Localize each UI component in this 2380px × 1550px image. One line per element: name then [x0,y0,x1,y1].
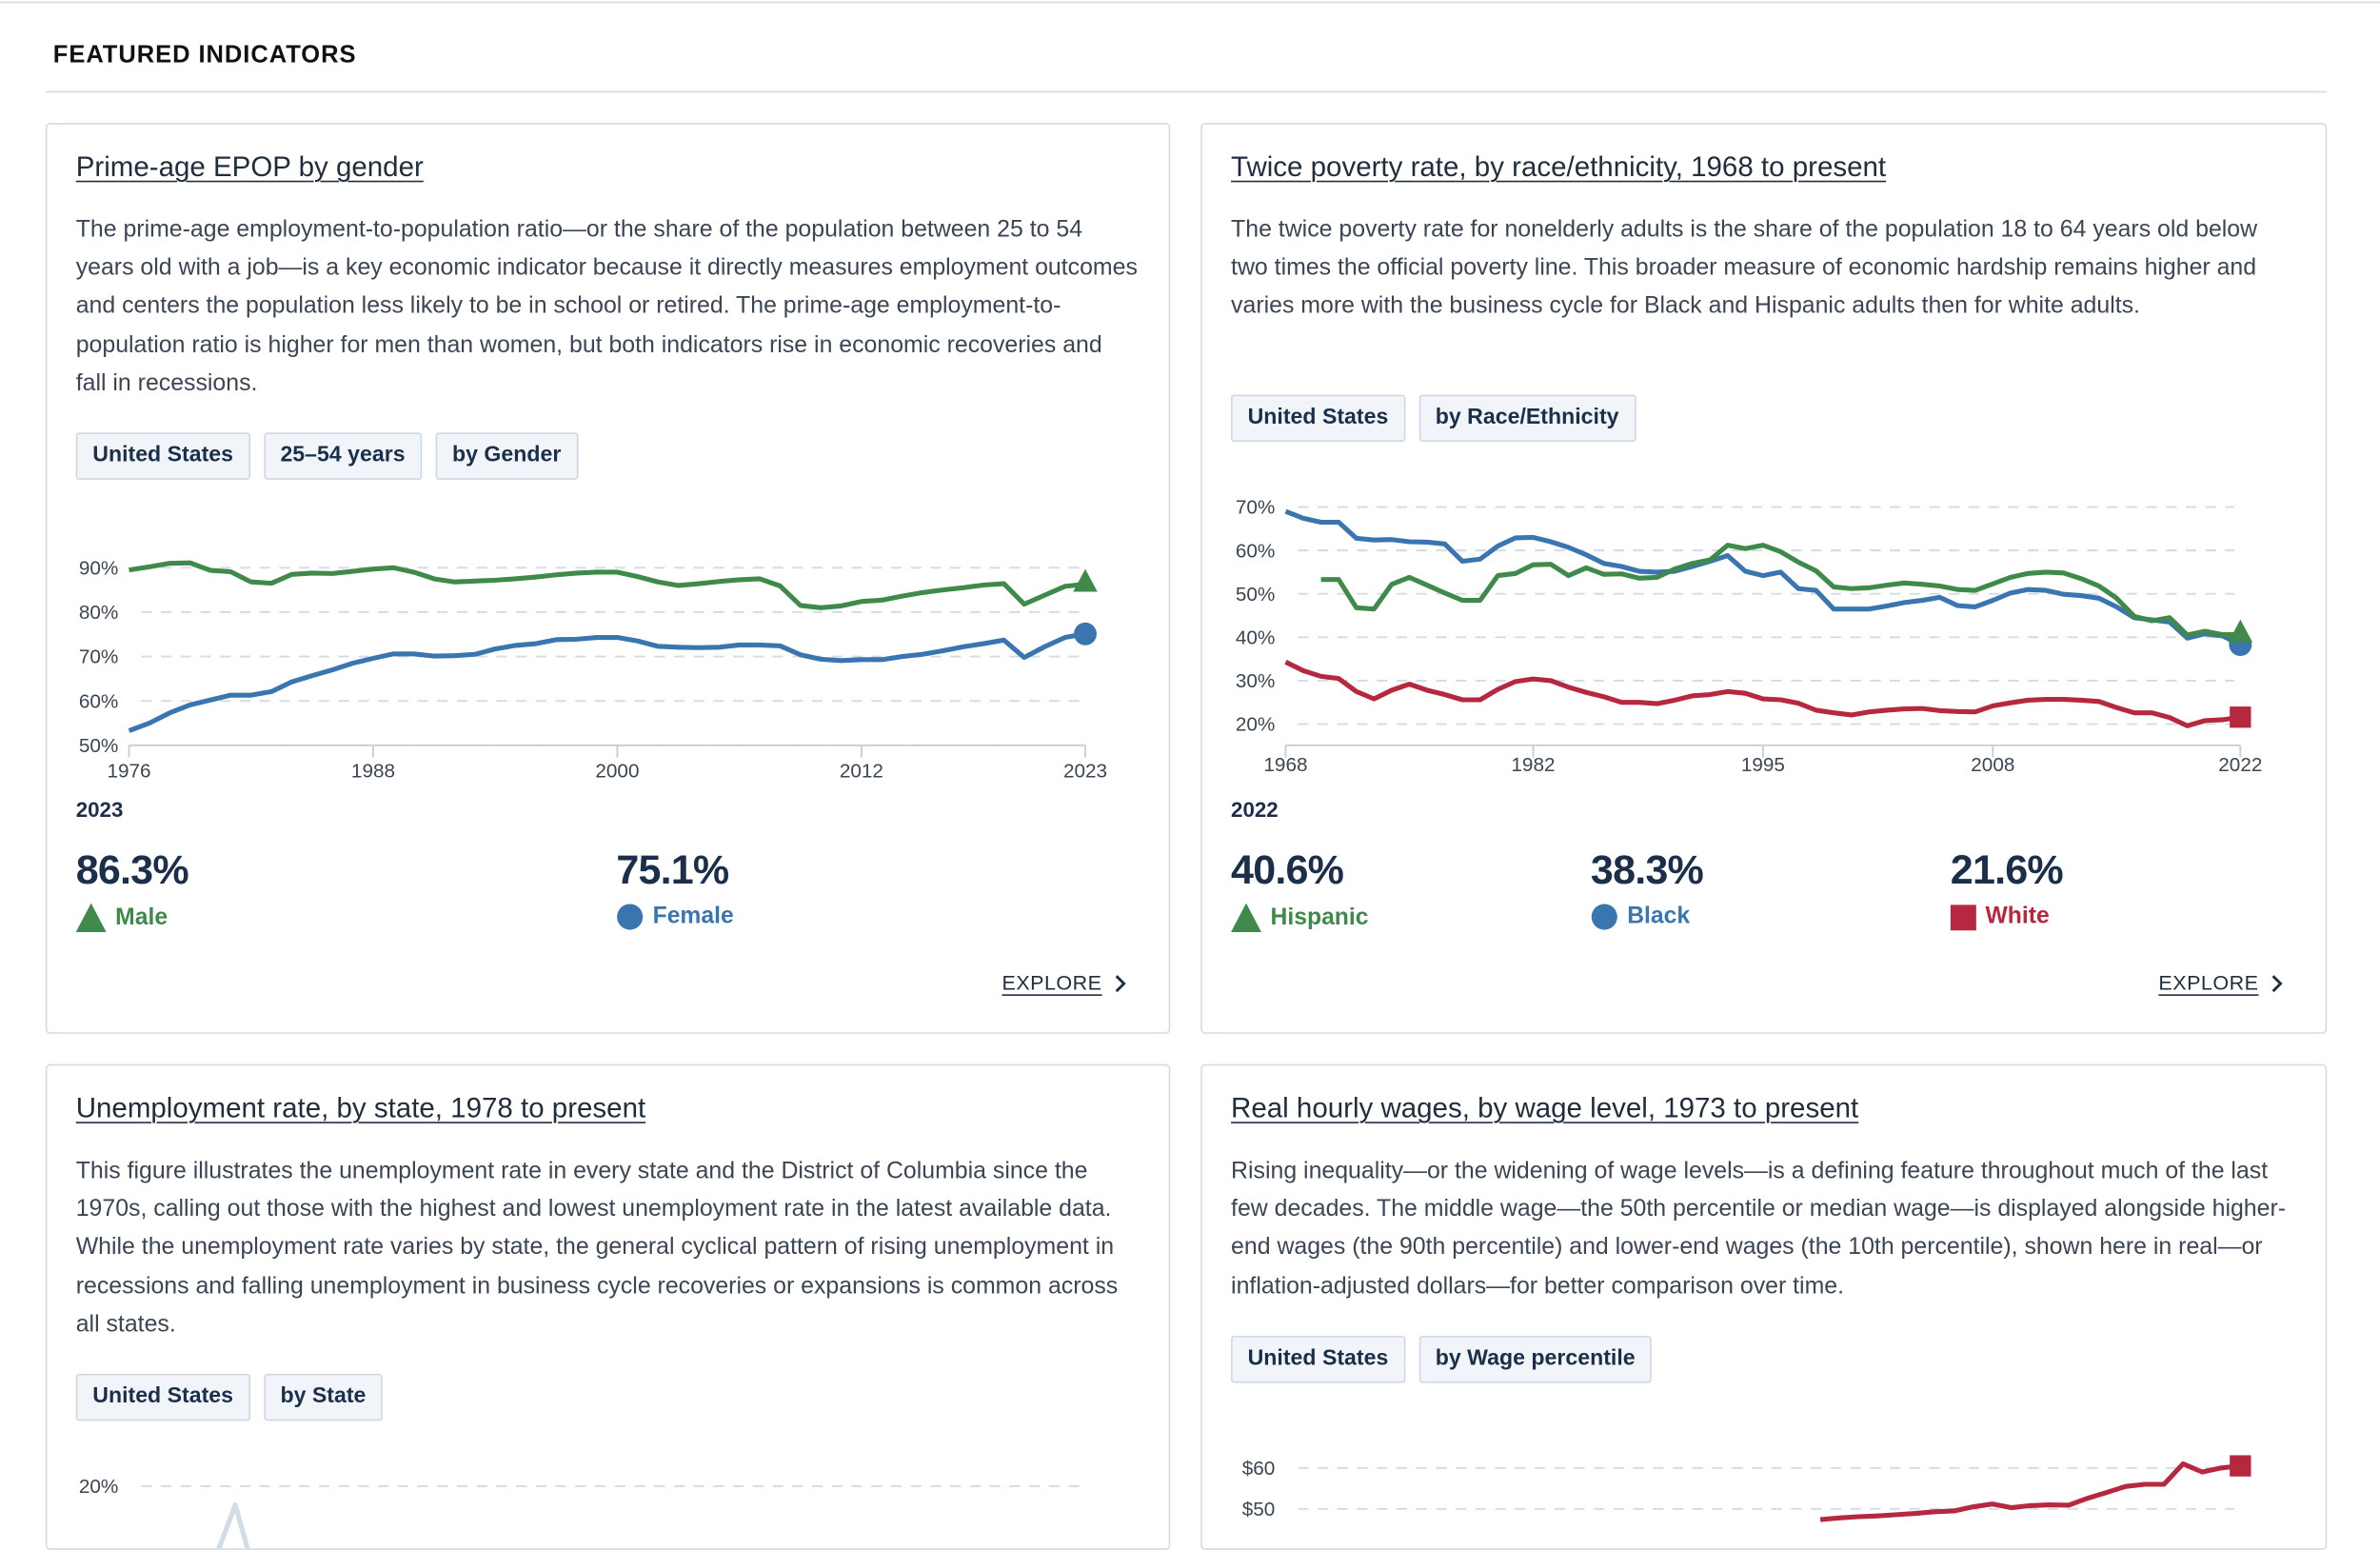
x-tick-label: 2000 [595,760,639,782]
y-tick-label: 30% [1236,670,1275,692]
tag-list: United States 25–54 years by Gender [75,432,578,480]
latest-year: 2022 [1231,797,1279,822]
card-description: The twice poverty rate for nonelderly ad… [1231,216,2258,320]
y-tick-label: 60% [1236,540,1275,562]
end-marker-square [2230,706,2251,728]
y-tick-label: 20% [79,1476,118,1498]
series-line-series [1819,1461,2241,1522]
series-line-male [129,560,1086,610]
card-title-link[interactable]: Twice poverty rate, by race/ethnicity, 1… [1231,149,1887,183]
series-line-hispanic [1320,543,2241,638]
x-tick-label: 2008 [1971,754,2014,776]
stat-hispanic: 40.6% Hispanic [1231,846,1369,932]
series-line-series [216,1502,250,1549]
indicator-card-epop: Prime-age EPOP by gender The prime-age e… [45,123,1171,1034]
y-tick-label: 50% [79,735,118,757]
x-tick-label: 1976 [107,760,150,782]
tag-breakdown: by Race/Ethnicity [1418,394,1636,442]
indicator-card-poverty: Twice poverty rate, by race/ethnicity, 1… [1200,123,2328,1034]
tag-list: United States by Wage percentile [1231,1336,1653,1383]
y-tick-label: $60 [1242,1458,1276,1480]
y-tick-label: 40% [1236,627,1275,649]
explore-link[interactable]: EXPLORE [1002,971,1126,994]
stat-male: 86.3% Male [75,846,189,932]
circle-icon [617,904,644,930]
stat-value: 86.3% [75,846,189,893]
chevron-right-icon [2271,974,2283,992]
y-tick-label: 80% [79,602,118,624]
stat-label: White [1985,903,2050,929]
tag-breakdown: by State [263,1373,383,1421]
indicator-card-unemployment: Unemployment rate, by state, 1978 to pre… [45,1063,1171,1550]
card-description: This figure illustrates the unemployment… [75,1158,1119,1338]
poverty-line-chart: 20% 30% 40% 50% 60% 70% 1968 1982 1995 2008 2022 [1236,497,2263,776]
square-icon [1950,904,1976,930]
end-marker-triangle [1073,568,1098,592]
series-line-female [128,631,1086,733]
stat-label: Female [652,903,734,929]
x-tick-label: 1988 [351,760,395,782]
y-tick-label: 60% [79,690,118,712]
section-title: FEATURED INDICATORS [52,42,357,69]
series-line-black [1284,508,2242,647]
stat-white: 21.6% White [1950,846,2064,931]
x-tick-label: 1995 [1741,754,1785,776]
stat-value: 21.6% [1950,846,2064,893]
card-title-link[interactable]: Unemployment rate, by state, 1978 to pre… [75,1091,646,1123]
explore-link[interactable]: EXPLORE [2158,971,2283,994]
tag-breakdown: by Gender [435,432,578,480]
stat-label: Black [1627,903,1691,929]
unemployment-line-chart: 20% [79,1476,1080,1549]
tag-geography: United States [1231,394,1405,442]
tag-geography: United States [1231,1336,1405,1383]
indicator-card-wages: Real hourly wages, by wage level, 1973 t… [1200,1063,2328,1550]
stat-label: Hispanic [1270,904,1369,930]
stat-black: 38.3% Black [1590,846,1704,931]
y-tick-label: 70% [1236,497,1275,519]
tag-list: United States by Race/Ethnicity [1231,394,1636,442]
latest-year: 2023 [75,797,124,822]
epop-line-chart: 50% 60% 70% 80% 90% 1976 1988 2000 2012 2023 [79,557,1107,782]
stat-value: 75.1% [616,846,729,893]
end-marker-triangle [2228,619,2253,643]
card-description: Rising inequality—or the widening of wag… [1231,1158,2287,1300]
x-tick-label: 1968 [1263,754,1307,776]
stat-label: Male [115,904,169,930]
end-marker-circle [1074,622,1097,646]
circle-icon [1591,904,1617,930]
card-title-link[interactable]: Real hourly wages, by wage level, 1973 t… [1231,1091,1859,1123]
stat-value: 40.6% [1231,846,1344,893]
tag-list: United States by State [75,1373,383,1421]
y-tick-label: 20% [1236,714,1275,736]
tag-geography: United States [75,1373,250,1421]
x-tick-label: 2022 [2218,754,2262,776]
tag-breakdown: by Wage percentile [1418,1336,1653,1383]
y-tick-label: 70% [79,646,118,668]
stat-value: 38.3% [1590,846,1704,893]
card-title-link[interactable]: Prime-age EPOP by gender [75,149,424,183]
y-tick-label: 50% [1236,584,1275,606]
end-marker-square [2230,1455,2251,1477]
tag-geography: United States [75,432,250,480]
x-tick-label: 1982 [1511,754,1555,776]
tag-age: 25–54 years [263,432,423,480]
series-line-white [1284,660,2241,728]
y-tick-label: 90% [79,557,118,579]
section-divider [45,90,2328,93]
chevron-right-icon [1115,974,1126,992]
triangle-icon [75,903,107,932]
x-tick-label: 2023 [1063,760,1107,782]
y-tick-label: $50 [1242,1499,1276,1520]
top-border [0,1,2380,4]
x-tick-label: 2012 [840,760,883,782]
card-description: The prime-age employment-to-population r… [75,216,1138,396]
wages-line-chart: $50 $60 [1242,1455,2251,1522]
stat-female: 75.1% Female [616,846,734,931]
triangle-icon [1231,903,1261,932]
